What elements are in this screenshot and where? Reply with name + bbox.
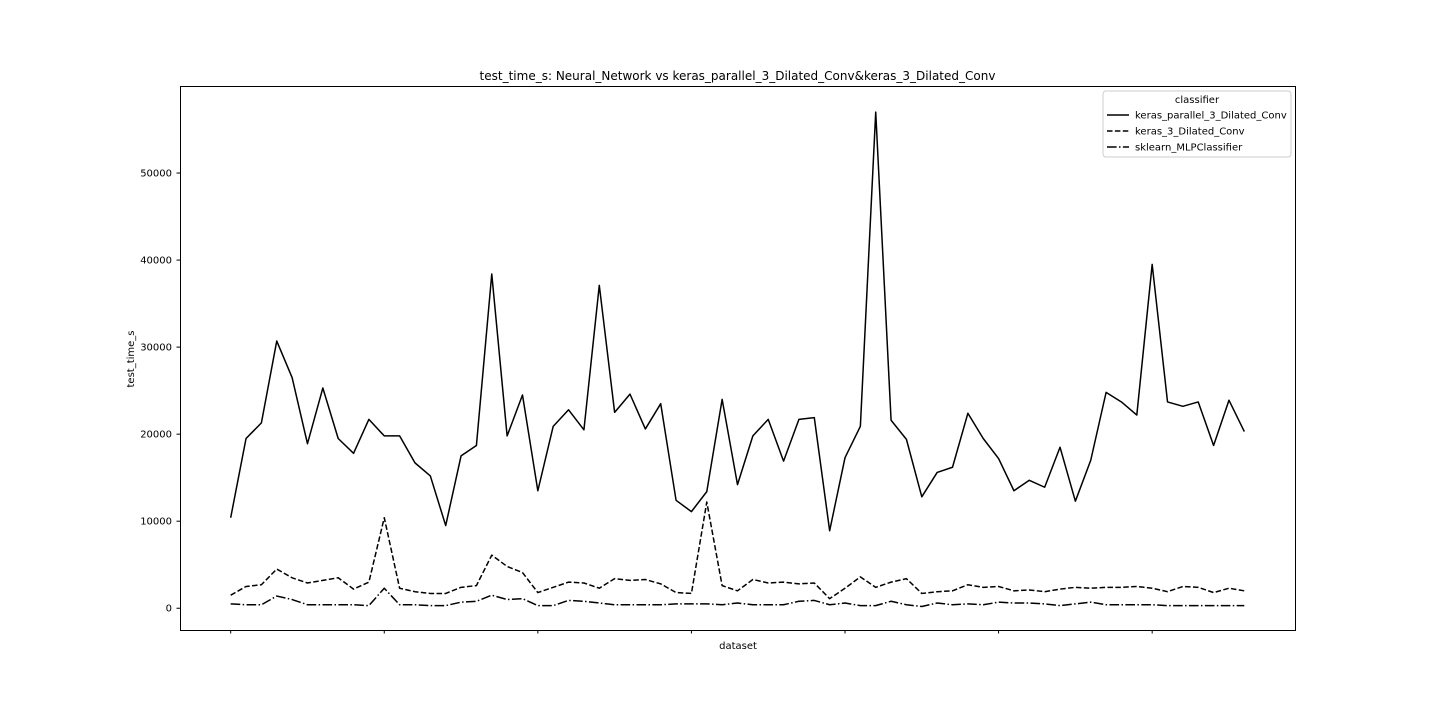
series-line-sklearn_MLPClassifier [230,587,1245,608]
chart-title: test_time_s: Neural_Network vs keras_par… [480,69,996,83]
x-axis-label: dataset [719,641,757,652]
y-tick-label: 40000 [140,256,172,267]
y-tick-label: 50000 [140,169,172,180]
y-tick-label: 20000 [140,430,172,441]
legend-title: classifier [1175,95,1220,106]
y-tick-label: 30000 [140,343,172,354]
x-axis [230,630,1153,634]
series-line-keras_parallel_3_Dilated_Conv [229,111,1245,532]
plot-area [229,111,1245,608]
legend-label-keras_parallel_3_Dilated_Conv: keras_parallel_3_Dilated_Conv [1135,111,1287,122]
legend-box [1102,90,1292,158]
y-axis: 0 10000 20000 30000 40000 50000 [140,169,180,615]
y-tick-label: 0 [166,604,172,615]
y-axis-label: test_time_s [126,330,137,387]
y-tick-label: 10000 [140,517,172,528]
legend-label-keras_3_Dilated_Conv: keras_3_Dilated_Conv [1135,127,1245,138]
legend-label-sklearn_MLPClassifier: sklearn_MLPClassifier [1135,143,1243,154]
legend: classifier keras_parallel_3_Dilated_Conv… [1102,90,1292,158]
series-line-keras_3_Dilated_Conv [230,501,1245,600]
plot-frame [180,86,1296,631]
